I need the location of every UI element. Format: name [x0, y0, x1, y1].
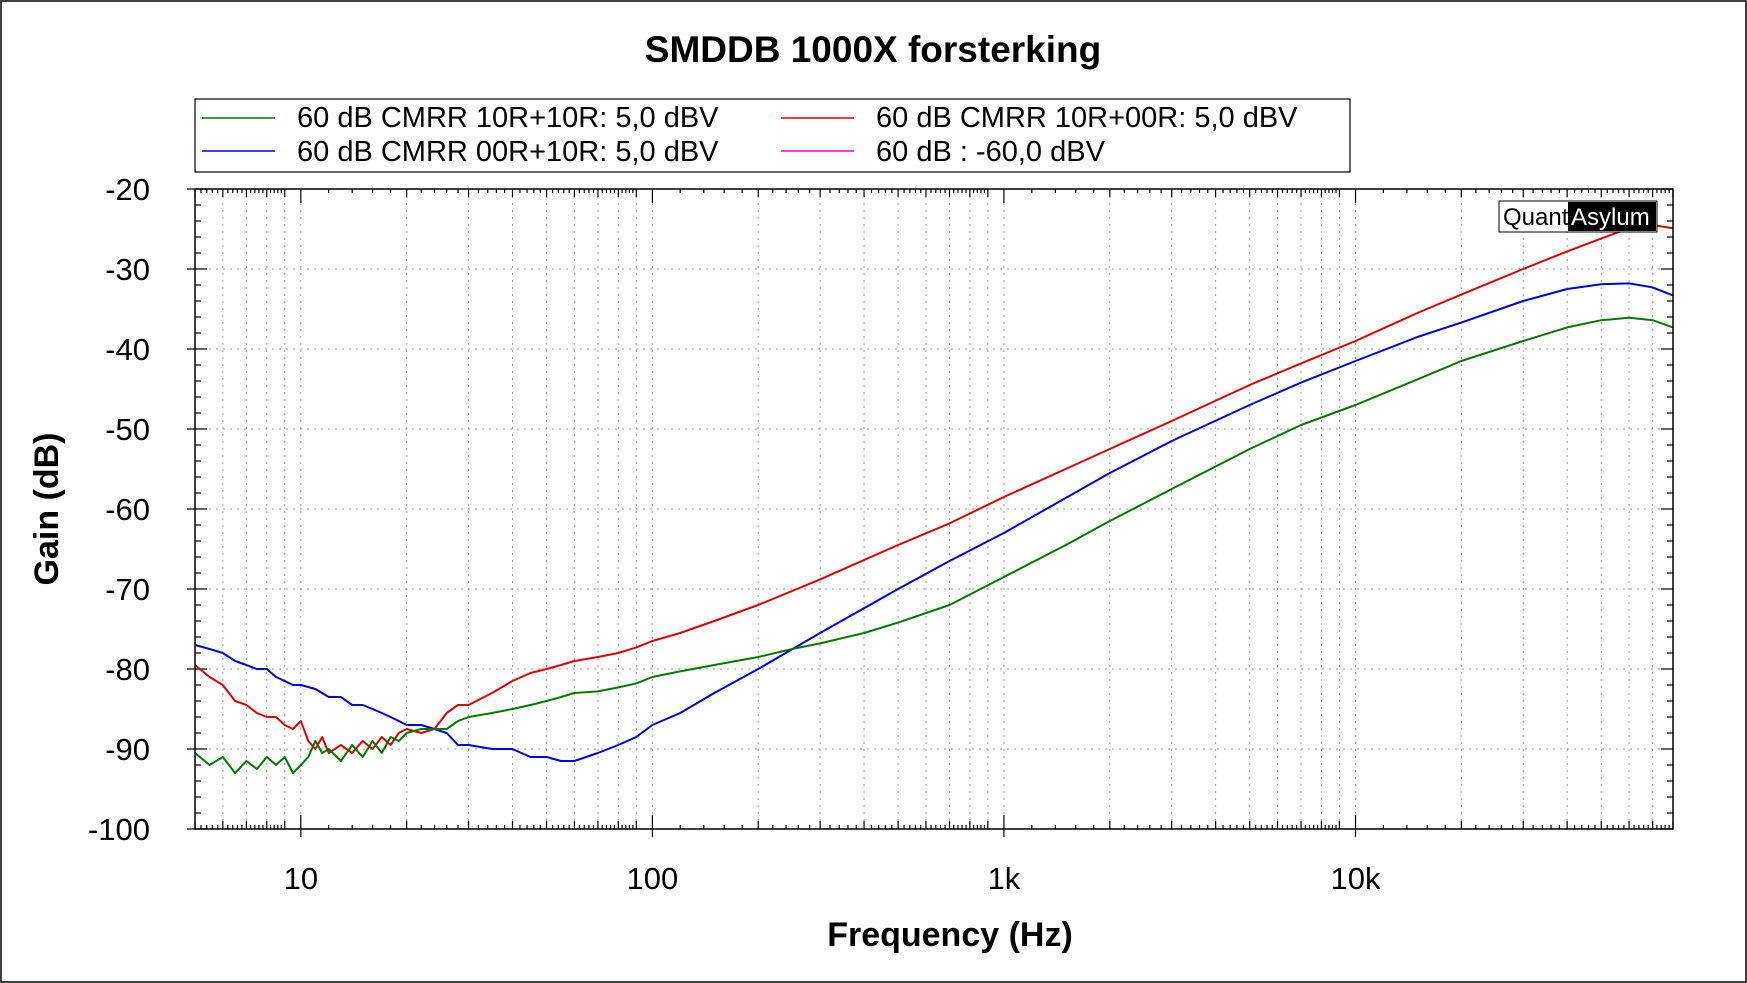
- series-line-3: [194, 282, 1674, 762]
- y-axis-title: Gain (dB): [28, 433, 66, 586]
- y-tick-label: -60: [105, 492, 150, 527]
- y-tick-label: -100: [88, 812, 150, 847]
- y-tick-label: -20: [105, 172, 150, 207]
- legend: 60 dB CMRR 10R+10R: 5,0 dBV 60 dB CMRR 1…: [194, 98, 1351, 173]
- x-axis-title: Frequency (Hz): [827, 916, 1073, 954]
- series-line-2: [194, 224, 1674, 754]
- y-tick-label: -40: [105, 332, 150, 367]
- y-tick-label: -30: [105, 252, 150, 287]
- y-tick-label: -80: [105, 652, 150, 687]
- chart-title: SMDDB 1000X forsterking: [645, 29, 1101, 70]
- watermark-text-2: Asylum: [1571, 204, 1650, 231]
- watermark-text-1: Quant: [1503, 204, 1569, 231]
- watermark-dark-block: [1568, 202, 1656, 231]
- x-tick-label: 1k: [988, 861, 1021, 896]
- x-tick-label: 10: [284, 861, 318, 896]
- legend-label-3: 60 dB CMRR 00R+10R: 5,0 dBV: [297, 136, 719, 168]
- legend-label-4: 60 dB : -60,0 dBV: [876, 136, 1106, 168]
- series-line-1: [194, 316, 1674, 774]
- y-tick-label: -90: [105, 732, 150, 767]
- y-tick-label: -70: [105, 572, 150, 607]
- y-tick-label: -50: [105, 412, 150, 447]
- legend-label-1: 60 dB CMRR 10R+10R: 5,0 dBV: [297, 102, 719, 134]
- x-tick-label: 100: [627, 861, 679, 896]
- watermark: Quant Asylum: [1498, 200, 1658, 233]
- legend-box: [194, 98, 1351, 173]
- x-tick-label: 10k: [1331, 861, 1381, 896]
- plot-area-border: [194, 188, 1674, 830]
- tick-labels: 10 100 1k 10k -20 -30 -40 -50 -60 -70 -80 -90 -100: [88, 172, 1381, 896]
- series-lines: [194, 224, 1674, 774]
- legend-label-2: 60 dB CMRR 10R+00R: 5,0 dBV: [876, 102, 1298, 134]
